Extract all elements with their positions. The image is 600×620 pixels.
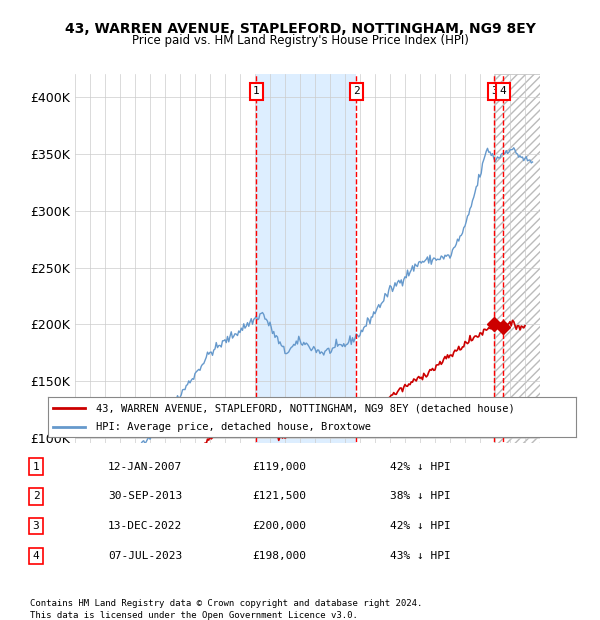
Text: 2: 2 <box>32 492 40 502</box>
Text: £121,500: £121,500 <box>252 492 306 502</box>
Text: 38% ↓ HPI: 38% ↓ HPI <box>390 492 451 502</box>
Text: 42% ↓ HPI: 42% ↓ HPI <box>390 462 451 472</box>
Text: 43% ↓ HPI: 43% ↓ HPI <box>390 551 451 561</box>
Text: 3: 3 <box>32 521 40 531</box>
Text: 4: 4 <box>32 551 40 561</box>
Text: HPI: Average price, detached house, Broxtowe: HPI: Average price, detached house, Brox… <box>95 422 371 432</box>
Bar <box>256 74 356 552</box>
Text: Contains HM Land Registry data © Crown copyright and database right 2024.: Contains HM Land Registry data © Crown c… <box>30 600 422 608</box>
Text: 13-DEC-2022: 13-DEC-2022 <box>108 521 182 531</box>
Text: 1: 1 <box>253 86 260 97</box>
Text: £119,000: £119,000 <box>252 462 306 472</box>
Text: 42% ↓ HPI: 42% ↓ HPI <box>390 521 451 531</box>
Text: 43, WARREN AVENUE, STAPLEFORD, NOTTINGHAM, NG9 8EY: 43, WARREN AVENUE, STAPLEFORD, NOTTINGHA… <box>65 22 535 36</box>
Bar <box>494 74 540 552</box>
Text: 1: 1 <box>32 462 40 472</box>
Text: 3: 3 <box>491 86 498 97</box>
Text: 43, WARREN AVENUE, STAPLEFORD, NOTTINGHAM, NG9 8EY (detached house): 43, WARREN AVENUE, STAPLEFORD, NOTTINGHA… <box>95 403 514 413</box>
Text: £200,000: £200,000 <box>252 521 306 531</box>
Text: £198,000: £198,000 <box>252 551 306 561</box>
Text: Price paid vs. HM Land Registry's House Price Index (HPI): Price paid vs. HM Land Registry's House … <box>131 34 469 47</box>
Text: 2: 2 <box>353 86 359 97</box>
Text: 12-JAN-2007: 12-JAN-2007 <box>108 462 182 472</box>
Text: 30-SEP-2013: 30-SEP-2013 <box>108 492 182 502</box>
Text: This data is licensed under the Open Government Licence v3.0.: This data is licensed under the Open Gov… <box>30 611 358 619</box>
Text: 07-JUL-2023: 07-JUL-2023 <box>108 551 182 561</box>
Text: 4: 4 <box>500 86 506 97</box>
